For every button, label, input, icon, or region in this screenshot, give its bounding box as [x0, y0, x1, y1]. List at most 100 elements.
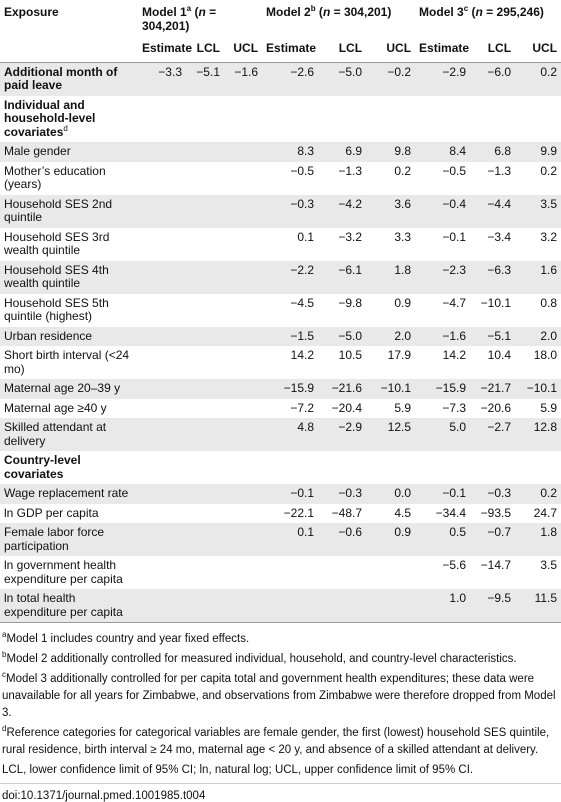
cell: −0.6 — [318, 523, 367, 556]
row-label-text: Household SES 3rd wealth quintile — [4, 229, 110, 257]
cell: −0.1 — [442, 229, 467, 244]
cell: −15.9 — [262, 379, 319, 399]
cell — [318, 451, 366, 484]
cell — [186, 346, 224, 379]
cell: −10.1 — [480, 295, 512, 310]
cell: −3.4 — [487, 229, 512, 244]
cell — [138, 418, 186, 451]
cell: 14.2 — [442, 348, 467, 362]
row-label: Household SES 4th wealth quintile — [0, 260, 138, 294]
cell — [366, 556, 415, 589]
row-label: Urban residence — [0, 326, 138, 346]
row-label: Country-level covariates — [0, 451, 138, 484]
cell: 11.5 — [515, 589, 561, 623]
cell: 3.2 — [540, 229, 558, 244]
cell — [515, 451, 561, 484]
cell — [186, 504, 224, 524]
cell: −14.7 — [480, 558, 512, 572]
cell — [415, 451, 470, 484]
table-row: Male gender 8.3 6.9 9.8 8.4 6.8 9.9 — [0, 142, 561, 162]
cell: −9.5 — [470, 589, 516, 623]
cell — [224, 326, 263, 346]
row-label: Mother’s education (years) — [0, 162, 138, 195]
model-label: Model 3 — [419, 5, 464, 19]
cell — [186, 260, 224, 294]
cell: 12.8 — [515, 418, 561, 451]
cell: 4.8 — [262, 418, 319, 451]
subheader-cell: UCL — [366, 39, 416, 63]
cell: 0.2 — [515, 484, 561, 504]
cell: 5.9 — [540, 400, 558, 415]
model-sup: b — [310, 4, 316, 13]
table-row: ln total health expenditure per capita 1.… — [0, 589, 561, 623]
subheader-cell: LCL — [186, 39, 224, 63]
cell: −3.3 — [138, 62, 186, 96]
cell: 6.8 — [470, 142, 516, 162]
table-row: Wage replacement rate −0.1 −0.3 0.0 −0.1 −0.3… — [0, 484, 561, 504]
cell: 0.1 — [297, 229, 315, 244]
row-label-text: ln government health expenditure per cap… — [4, 558, 123, 586]
cell — [224, 228, 262, 261]
footnote-text: Model 1 includes country and year fixed … — [6, 633, 250, 645]
model-label: Model 2 — [266, 5, 311, 19]
model-open: ( — [468, 5, 476, 19]
cell: 12.5 — [366, 418, 416, 451]
cell — [138, 589, 186, 623]
cell: −1.6 — [224, 62, 263, 96]
cell: −7.2 — [290, 400, 315, 415]
cell: −10.1 — [366, 379, 416, 399]
row-label-text: Male gender — [4, 144, 71, 158]
cell — [186, 142, 224, 162]
cell — [318, 96, 366, 143]
cell: 2.0 — [515, 326, 561, 346]
cell — [224, 142, 263, 162]
cell — [186, 228, 224, 261]
cell: 8.3 — [262, 142, 319, 162]
cell — [224, 523, 263, 556]
row-label-text: Maternal age 20–39 y — [4, 381, 121, 395]
model-n: n — [475, 5, 483, 19]
row-label-text: Household SES 2nd quintile — [4, 196, 113, 224]
cell: −3.2 — [338, 229, 363, 244]
model-header: Model 3c (n = 295,246) — [415, 0, 561, 39]
cell — [318, 556, 366, 589]
footnote: bModel 2 additionally controlled for mea… — [2, 651, 559, 668]
cell: 0.2 — [515, 62, 561, 96]
cell — [224, 162, 262, 195]
cell — [186, 523, 224, 556]
table: Exposure Model 1a (n = 304,201) Model 2b (… — [0, 0, 561, 623]
cell: 24.7 — [533, 505, 558, 520]
cell: −15.9 — [415, 379, 471, 399]
cell — [138, 96, 186, 143]
cell: −21.6 — [318, 379, 367, 399]
row-label-text: Female labor force participation — [4, 525, 105, 553]
cell — [138, 346, 186, 379]
cell — [262, 451, 318, 484]
row-label-text: ln GDP per capita — [4, 505, 99, 520]
subheader-row: Estimate LCL UCL Estimate LCL UCL Estimate LCL U… — [0, 39, 561, 63]
cell: −6.0 — [470, 62, 516, 96]
cell: 1.8 — [515, 523, 561, 556]
cell — [186, 326, 224, 346]
row-label: Household SES 3rd wealth quintile — [0, 228, 138, 261]
cell: 0.1 — [262, 523, 319, 556]
footnote-sup: d — [2, 724, 7, 734]
cell — [224, 556, 262, 589]
cell: −0.4 — [415, 194, 471, 228]
header-cell — [0, 39, 138, 63]
cell: −6.3 — [470, 260, 516, 294]
cell — [138, 556, 186, 589]
table-row: Mother’s education (years) −0.5 −1.3 0.2 −0.… — [0, 162, 561, 195]
cell: 10.5 — [338, 348, 363, 362]
cell: −4.2 — [318, 194, 367, 228]
subheader-cell: UCL — [224, 39, 263, 63]
cell: −20.4 — [331, 400, 363, 415]
cell: 17.9 — [387, 348, 412, 362]
footnote-text: Model 3 additionally controlled for per … — [2, 673, 556, 719]
cell: −4.4 — [470, 194, 516, 228]
footnote-text: LCL, lower confidence limit of 95% CI; l… — [2, 764, 474, 776]
row-label-text: Maternal age ≥40 y — [4, 400, 107, 415]
table-row: Short birth interval (<24 mo) 14.2 10.5 17.… — [0, 346, 561, 379]
cell: 0.2 — [394, 163, 412, 178]
cell: −0.7 — [470, 523, 516, 556]
